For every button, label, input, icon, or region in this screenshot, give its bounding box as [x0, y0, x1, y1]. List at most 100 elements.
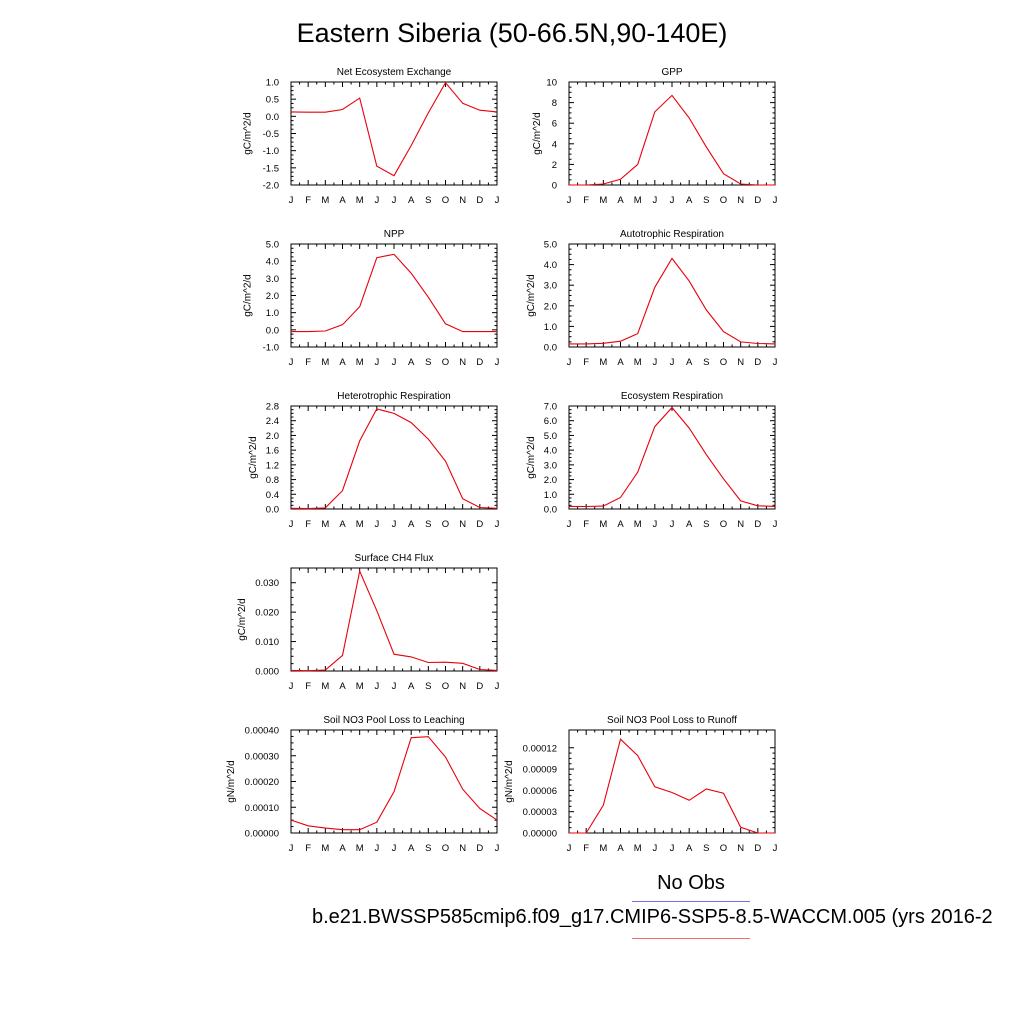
y-tick-label: 1.0 [266, 78, 279, 89]
series-line [290, 408, 498, 510]
x-tick-label: J [567, 195, 572, 206]
y-tick-label: 4.0 [544, 260, 557, 271]
x-tick-label: M [321, 681, 329, 692]
x-tick-label: M [356, 519, 364, 530]
y-tick-label: 0.0 [544, 343, 557, 354]
x-tick-label: J [773, 519, 778, 530]
x-tick-label: J [495, 357, 500, 368]
y-tick-label: 3.0 [544, 281, 557, 292]
y-tick-label: 0.00000 [523, 829, 557, 840]
chart-panel-3: J F M A M J J A S O N D J0.01.02.03.04.05.0Autotroph… [526, 229, 777, 368]
x-tick-label: D [476, 357, 483, 368]
x-tick-label: N [459, 357, 466, 368]
x-tick-label: A [617, 195, 624, 206]
x-tick-label: N [737, 195, 744, 206]
x-tick-label: J [289, 195, 294, 206]
y-tick-label: 0.8 [266, 475, 279, 486]
y-tick-label: 0.00040 [245, 726, 279, 737]
legend-case-label: b.e21.BWSSP585cmip6.f09_g17.CMIP6-SSP5-8… [312, 906, 993, 928]
x-tick-label: J [392, 519, 397, 530]
x-tick-label: D [476, 519, 483, 530]
plot-frame [290, 81, 498, 186]
x-tick-label: A [339, 519, 346, 530]
y-tick-label: 2.8 [266, 402, 279, 413]
x-tick-label: N [459, 519, 466, 530]
x-tick-label: F [305, 357, 311, 368]
x-tick-label: A [408, 195, 415, 206]
y-tick-label: 0.4 [266, 490, 279, 501]
panel-title: Soil NO3 Pool Loss to Runoff [607, 715, 737, 726]
figure-title: Eastern Siberia (50-66.5N,90-140E) [296, 18, 728, 48]
y-tick-label: -2.0 [263, 181, 279, 192]
x-tick-label: A [339, 681, 346, 692]
x-tick-label: S [703, 195, 709, 206]
y-axis-label: gC/m^2/d [243, 274, 254, 317]
x-tick-label: J [773, 357, 778, 368]
y-axis-label: gN/m^2/d [504, 760, 515, 803]
y-tick-label: 0.0 [266, 325, 279, 336]
y-axis-label: gC/m^2/d [243, 112, 254, 155]
x-tick-label: S [703, 843, 709, 854]
y-tick-label: 0.00000 [245, 829, 279, 840]
x-tick-label: J [495, 681, 500, 692]
plot-frame [568, 729, 776, 834]
x-tick-label: D [754, 195, 761, 206]
y-tick-label: 8 [552, 98, 557, 109]
y-tick-label: 6 [552, 119, 557, 130]
x-tick-label: O [442, 357, 449, 368]
y-axis-label: gC/m^2/d [248, 436, 259, 479]
y-tick-label: 4.0 [266, 257, 279, 268]
x-tick-label: J [289, 519, 294, 530]
y-tick-label: 0.00003 [523, 807, 557, 818]
y-axis-label: gC/m^2/d [532, 112, 543, 155]
y-tick-label: 5.0 [544, 431, 557, 442]
x-tick-label: F [583, 519, 589, 530]
series-line [291, 253, 497, 333]
y-axis-label: gN/m^2/d [226, 760, 237, 803]
legend-case-line [632, 938, 750, 939]
y-tick-label: 10 [546, 78, 557, 89]
y-tick-label: 4 [552, 139, 557, 150]
x-tick-label: D [476, 195, 483, 206]
series-line [290, 569, 498, 672]
x-tick-label: N [459, 843, 466, 854]
x-tick-label: J [392, 681, 397, 692]
x-tick-label: M [321, 195, 329, 206]
x-tick-label: S [425, 843, 431, 854]
y-tick-label: 0.000 [255, 667, 279, 678]
panel-title: Heterotrophic Respiration [337, 391, 450, 402]
x-tick-label: A [617, 357, 624, 368]
y-tick-label: 6.0 [544, 416, 557, 427]
chart-panel-6: J F M A M J J A S O N D J0.0000.0100.0200.030Surface… [237, 553, 500, 692]
y-tick-label: 3.0 [544, 460, 557, 471]
y-tick-label: 5.0 [544, 240, 557, 251]
x-tick-label: N [737, 357, 744, 368]
chart-panel-0: J F M A M J J A S O N D J-2.0-1.5-1.0-0.50.00.51.0Ne… [243, 67, 500, 206]
chart-panel-8: J F M A M J J A S O N D J0.000000.000030.000060.0000… [504, 715, 778, 854]
y-tick-label: 1.0 [266, 308, 279, 319]
x-tick-label: O [720, 357, 727, 368]
x-tick-label: M [356, 843, 364, 854]
legend-obs-line [632, 901, 750, 902]
y-tick-label: 0.00012 [523, 743, 557, 754]
y-tick-label: 1.2 [266, 460, 279, 471]
series-line [569, 257, 776, 345]
legend-obs-label: No Obs [657, 872, 725, 894]
x-tick-label: N [459, 681, 466, 692]
x-tick-label: J [567, 843, 572, 854]
plot-frame [290, 567, 498, 672]
y-tick-label: 2.0 [544, 475, 557, 486]
chart-panel-7: J F M A M J J A S O N D J0.000000.000100.000200.0003… [226, 715, 500, 854]
x-tick-label: A [339, 357, 346, 368]
x-tick-label: A [617, 519, 624, 530]
x-tick-label: O [720, 195, 727, 206]
x-tick-label: M [599, 843, 607, 854]
x-tick-label: A [408, 843, 415, 854]
x-tick-label: M [634, 843, 642, 854]
y-tick-label: 1.0 [544, 322, 557, 333]
y-tick-label: 0 [552, 181, 557, 192]
y-tick-label: 0.0 [266, 112, 279, 123]
x-tick-label: M [599, 519, 607, 530]
x-tick-label: J [652, 843, 657, 854]
